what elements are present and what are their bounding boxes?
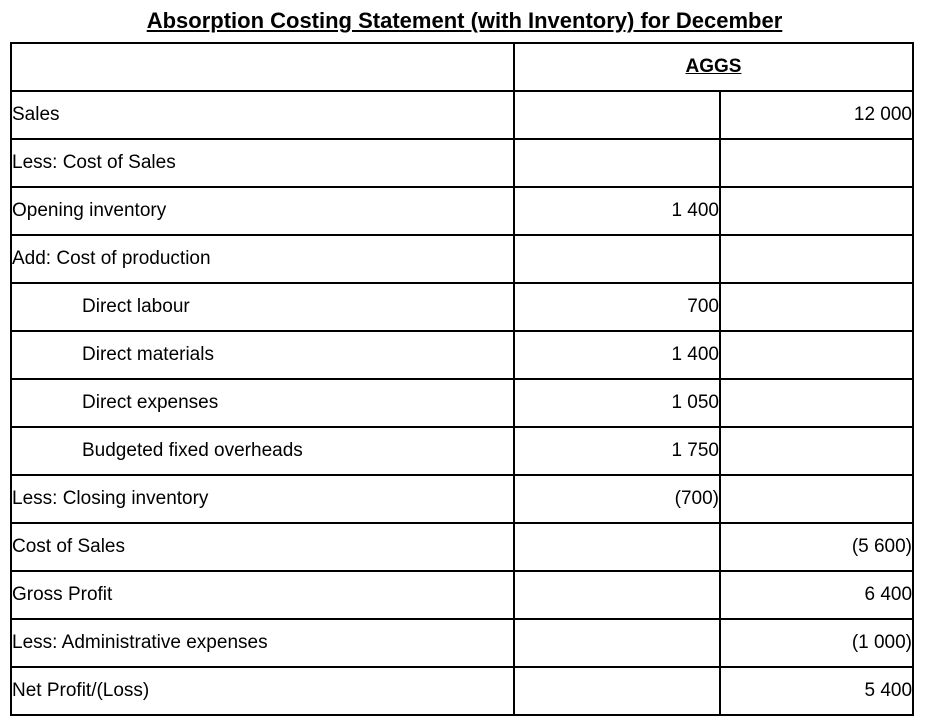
detail-amount-cell: 1 400 <box>513 330 721 380</box>
row-label: Direct materials <box>10 330 515 380</box>
detail-amount-cell: 1 050 <box>513 378 721 428</box>
total-amount-cell <box>718 186 915 236</box>
detail-amount-cell: (700) <box>513 474 721 524</box>
total-amount-cell <box>718 378 915 428</box>
total-amount-cell: (1 000) <box>718 618 915 668</box>
detail-amount-cell: 1 400 <box>513 186 721 236</box>
total-amount-cell <box>718 426 915 476</box>
total-amount-cell: 12 000 <box>718 90 915 140</box>
total-amount-cell <box>718 234 915 284</box>
company-name: AGGS <box>685 56 742 77</box>
detail-amount-cell <box>513 522 721 572</box>
statement-title: Absorption Costing Statement (with Inven… <box>146 8 783 33</box>
total-amount-cell <box>718 474 915 524</box>
total-amount-cell <box>718 282 915 332</box>
row-label: Less: Administrative expenses <box>10 618 515 668</box>
total-amount-cell: 6 400 <box>718 570 915 620</box>
row-label: Direct labour <box>10 282 515 332</box>
table-row-net-profit-loss: Net Profit/(Loss) 5 400 <box>10 666 915 716</box>
table-row-less-cost-of-sales: Less: Cost of Sales <box>10 138 915 188</box>
detail-amount-cell <box>513 570 721 620</box>
row-label: Direct expenses <box>10 378 515 428</box>
row-label: Gross Profit <box>10 570 515 620</box>
table-row-less-administrative-expenses: Less: Administrative expenses (1 000) <box>10 618 915 668</box>
table-row-sales: Sales 12 000 <box>10 90 915 140</box>
table-row-direct-labour: Direct labour 700 <box>10 282 915 332</box>
total-amount-cell <box>718 138 915 188</box>
total-amount-cell <box>718 330 915 380</box>
detail-amount-cell <box>513 234 721 284</box>
row-label: Less: Closing inventory <box>10 474 515 524</box>
absorption-costing-table: AGGS Sales 12 000 Less: Cost of Sales Op… <box>10 42 915 716</box>
total-amount-cell: (5 600) <box>718 522 915 572</box>
table-row-direct-materials: Direct materials 1 400 <box>10 330 915 380</box>
row-label: Net Profit/(Loss) <box>10 666 515 716</box>
table-row-direct-expenses: Direct expenses 1 050 <box>10 378 915 428</box>
table-row-cost-of-sales: Cost of Sales (5 600) <box>10 522 915 572</box>
table-row-add-cost-of-production: Add: Cost of production <box>10 234 915 284</box>
row-label: Cost of Sales <box>10 522 515 572</box>
detail-amount-cell: 700 <box>513 282 721 332</box>
detail-amount-cell <box>513 618 721 668</box>
row-label: Add: Cost of production <box>10 234 515 284</box>
table-row-budgeted-fixed-overheads: Budgeted fixed overheads 1 750 <box>10 426 915 476</box>
detail-amount-cell <box>513 138 721 188</box>
header-company-cell: AGGS <box>512 42 915 92</box>
detail-amount-cell <box>513 90 721 140</box>
table-row-less-closing-inventory: Less: Closing inventory (700) <box>10 474 915 524</box>
detail-amount-cell: 1 750 <box>513 426 721 476</box>
row-label: Opening inventory <box>10 186 515 236</box>
row-label: Sales <box>10 90 515 140</box>
row-label: Budgeted fixed overheads <box>10 426 515 476</box>
header-empty-cell <box>10 42 515 92</box>
detail-amount-cell <box>513 666 721 716</box>
table-row-opening-inventory: Opening inventory 1 400 <box>10 186 915 236</box>
row-label: Less: Cost of Sales <box>10 138 515 188</box>
table-row-gross-profit: Gross Profit 6 400 <box>10 570 915 620</box>
total-amount-cell: 5 400 <box>718 666 915 716</box>
table-header-row: AGGS <box>10 42 915 92</box>
